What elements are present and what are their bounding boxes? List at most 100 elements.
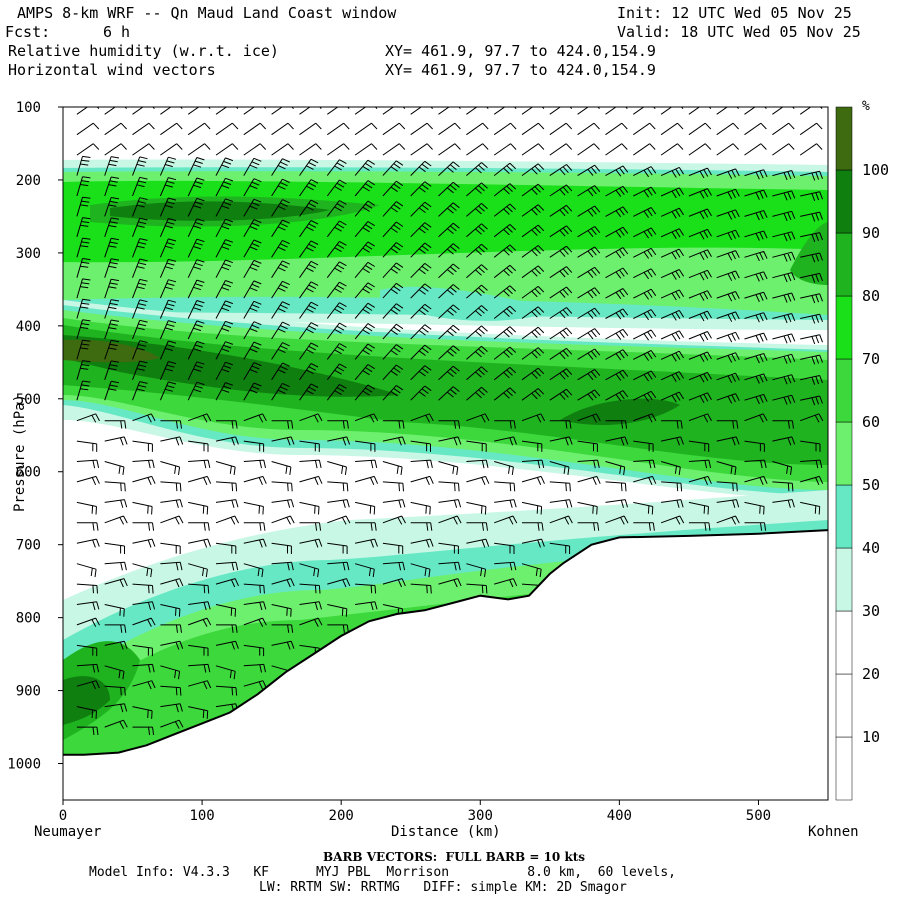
wind-barb (271, 143, 294, 156)
wind-barb (716, 291, 740, 302)
wind-barb (327, 499, 350, 508)
wind-barb (104, 278, 120, 299)
wind-barb (410, 303, 432, 319)
wind-barb (132, 601, 156, 611)
wind-barb (76, 380, 91, 401)
wind-barb (188, 501, 209, 515)
wind-barb (299, 413, 323, 423)
wind-barb (243, 280, 262, 299)
wind-barb (549, 122, 573, 136)
wind-barb (271, 260, 290, 278)
wind-barb (661, 420, 683, 429)
wind-barb (326, 159, 347, 176)
wind-barb (800, 170, 823, 181)
wind-barb (104, 339, 120, 360)
x-end-label: Kohnen (808, 824, 859, 840)
terrain-fill (63, 530, 828, 800)
wind-barb (466, 522, 488, 531)
x-axis-label: Distance (km) (391, 824, 501, 840)
wind-barb (160, 604, 181, 617)
wind-barb (271, 219, 290, 238)
wind-barb (76, 278, 91, 299)
wind-barb (493, 107, 517, 115)
wind-barb (772, 353, 796, 364)
wind-barb (76, 440, 98, 452)
wind-barb (493, 122, 517, 136)
wind-barb (299, 322, 319, 340)
wind-barb (772, 122, 795, 136)
wind-barb (688, 228, 712, 240)
wind-barb (132, 299, 148, 319)
wind-barb (521, 163, 545, 177)
wind-barb (243, 413, 267, 423)
colorbar-label: 10 (862, 728, 880, 746)
wind-barb (521, 367, 545, 381)
wind-barb (215, 198, 234, 217)
wind-barb (132, 501, 153, 515)
wind-barb (215, 515, 240, 525)
wind-barb (633, 309, 657, 321)
wind-barb (521, 459, 545, 469)
wind-barb (605, 515, 629, 525)
wind-barb (327, 542, 348, 554)
wind-barb (605, 308, 629, 320)
model-info: Model Info: V4.3.3 KF MYJ PBL Morrison 8… (89, 865, 676, 880)
wind-barb (327, 561, 350, 571)
wind-barb (104, 561, 127, 571)
wind-barb (688, 351, 712, 363)
wind-barb (243, 563, 264, 578)
wind-barb (271, 461, 292, 475)
y-axis-label: Pressure (hPa) (12, 394, 28, 513)
wind-barb (494, 499, 517, 508)
wind-barb (410, 122, 433, 136)
colorbar-swatch (835, 421, 853, 486)
wind-barb (466, 459, 489, 469)
wind-barb (466, 538, 490, 548)
chart-title: AMPS 8-km WRF -- Qn Maud Land Coast wind… (17, 4, 397, 22)
wind-barb (104, 237, 120, 258)
wind-barb (76, 644, 98, 657)
wind-barb (132, 340, 148, 360)
wind-barb (271, 578, 295, 588)
wind-barb (716, 168, 740, 179)
wind-barb (466, 501, 487, 515)
wind-barb (549, 266, 573, 279)
wind-barb (744, 373, 768, 384)
wind-barb (577, 107, 600, 115)
wind-barb (188, 583, 210, 594)
wind-barb (521, 265, 545, 279)
wind-barb (438, 345, 460, 360)
wind-barb (215, 561, 239, 571)
wind-barb (354, 143, 378, 156)
wind-barb (577, 440, 598, 452)
wind-barb (327, 604, 348, 617)
wind-barb (355, 583, 377, 594)
wind-barb (494, 515, 518, 525)
wind-barb (327, 515, 351, 525)
wind-barb (410, 365, 432, 381)
colorbar-label: 20 (862, 665, 880, 683)
wind-barb (549, 499, 573, 508)
wind-barb (243, 459, 266, 469)
wind-barb (271, 382, 290, 401)
wind-barb (744, 475, 768, 486)
wind-barb (577, 475, 601, 486)
wind-barb (160, 461, 181, 475)
wind-barb (549, 143, 573, 156)
wind-barb (215, 300, 234, 319)
y-tick-label: 500 (16, 392, 41, 408)
wind-barb (215, 481, 238, 492)
wind-barb (355, 440, 376, 452)
wind-barb (688, 188, 712, 199)
wind-barb (187, 157, 205, 176)
wind-barb (188, 538, 211, 548)
wind-barb (104, 156, 120, 176)
wind-barb (800, 252, 823, 263)
wind-barb (577, 348, 601, 360)
wind-barb (159, 238, 177, 258)
wind-barb (382, 323, 404, 340)
wind-barb (633, 522, 655, 531)
wind-barb (104, 176, 120, 197)
wind-barb (744, 459, 767, 469)
wind-barb (799, 122, 823, 136)
